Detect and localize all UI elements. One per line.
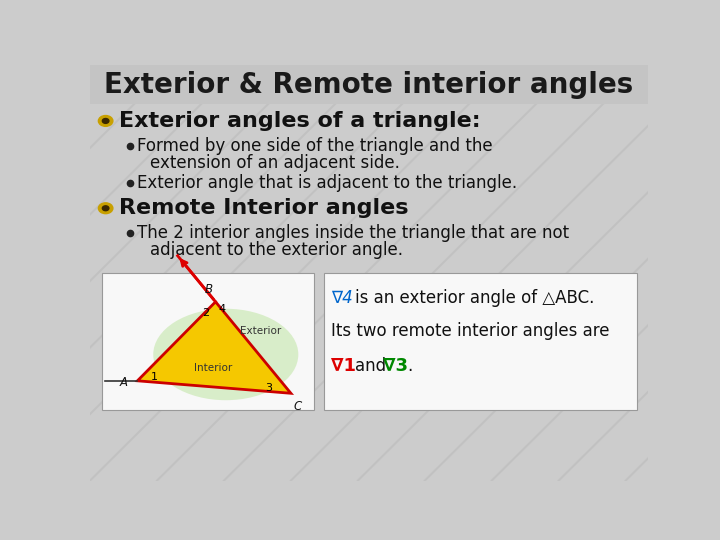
Text: Exterior & Remote interior angles: Exterior & Remote interior angles — [104, 71, 634, 99]
Circle shape — [99, 116, 113, 126]
Polygon shape — [138, 302, 291, 393]
Text: 1: 1 — [150, 372, 158, 382]
Text: Its two remote interior angles are: Its two remote interior angles are — [331, 322, 610, 340]
Text: Exterior angles of a triangle:: Exterior angles of a triangle: — [119, 111, 481, 131]
Ellipse shape — [153, 309, 298, 400]
FancyBboxPatch shape — [102, 273, 315, 410]
Text: 3: 3 — [265, 383, 272, 393]
Text: Exterior: Exterior — [240, 326, 281, 336]
Text: is an exterior angle of △ABC.: is an exterior angle of △ABC. — [355, 289, 595, 307]
Text: ∇1: ∇1 — [331, 357, 356, 375]
Text: Formed by one side of the triangle and the: Formed by one side of the triangle and t… — [138, 137, 493, 155]
Circle shape — [102, 118, 109, 123]
Text: extension of an adjacent side.: extension of an adjacent side. — [150, 153, 400, 172]
Circle shape — [99, 203, 113, 214]
Text: B: B — [204, 282, 213, 295]
Text: Remote Interior angles: Remote Interior angles — [119, 198, 408, 218]
Text: C: C — [294, 400, 302, 413]
Text: A: A — [120, 376, 127, 389]
Text: 2: 2 — [202, 308, 209, 319]
Text: ∇4: ∇4 — [331, 289, 353, 307]
Text: 4: 4 — [219, 305, 226, 314]
Text: Exterior angle that is adjacent to the triangle.: Exterior angle that is adjacent to the t… — [138, 174, 518, 192]
Text: adjacent to the exterior angle.: adjacent to the exterior angle. — [150, 241, 403, 259]
Text: The 2 interior angles inside the triangle that are not: The 2 interior angles inside the triangl… — [138, 224, 570, 242]
Text: and: and — [355, 357, 386, 375]
Text: Interior: Interior — [194, 363, 232, 373]
Text: .: . — [407, 357, 412, 375]
Circle shape — [102, 206, 109, 211]
FancyBboxPatch shape — [324, 273, 637, 410]
FancyBboxPatch shape — [90, 65, 648, 104]
Text: ∇3: ∇3 — [383, 357, 408, 375]
